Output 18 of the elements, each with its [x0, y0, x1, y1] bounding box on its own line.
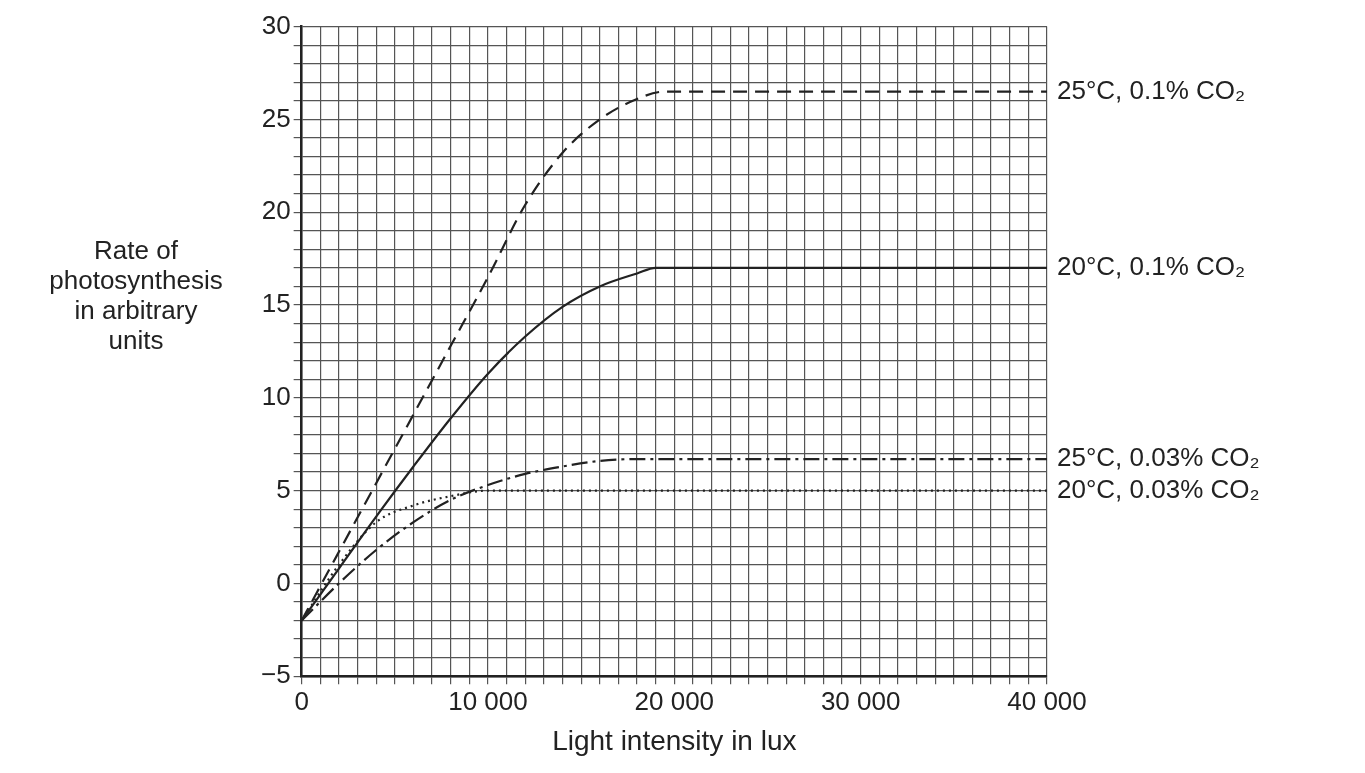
series-label: 20°C, 0.03% CO₂ [1057, 473, 1260, 504]
y-tick-label: 30 [261, 9, 291, 40]
x-tick-label: 30 000 [820, 685, 901, 716]
y-tick-label: 0 [276, 566, 291, 597]
x-tick-label: 40 000 [1007, 685, 1087, 716]
y-tick-label: 5 [276, 473, 291, 504]
y-tick-label: 15 [261, 288, 291, 319]
series-label: 25°C, 0.03% CO₂ [1057, 442, 1260, 473]
y-axis-title: Rate of photosynthesis in arbitrary units [49, 234, 223, 355]
y-tick-label: 25 [261, 102, 291, 133]
x-axis-title: Light intensity in lux [552, 724, 797, 756]
y-tick-label: −5 [260, 659, 291, 690]
x-tick-label: 20 000 [634, 685, 715, 716]
series-label: 20°C, 0.1% CO₂ [1057, 251, 1246, 282]
y-tick-label: 10 [261, 380, 291, 411]
y-tick-label: 20 [261, 195, 291, 226]
x-tick-label: 10 000 [448, 685, 528, 716]
series-label: 25°C, 0.1% CO₂ [1057, 74, 1246, 105]
